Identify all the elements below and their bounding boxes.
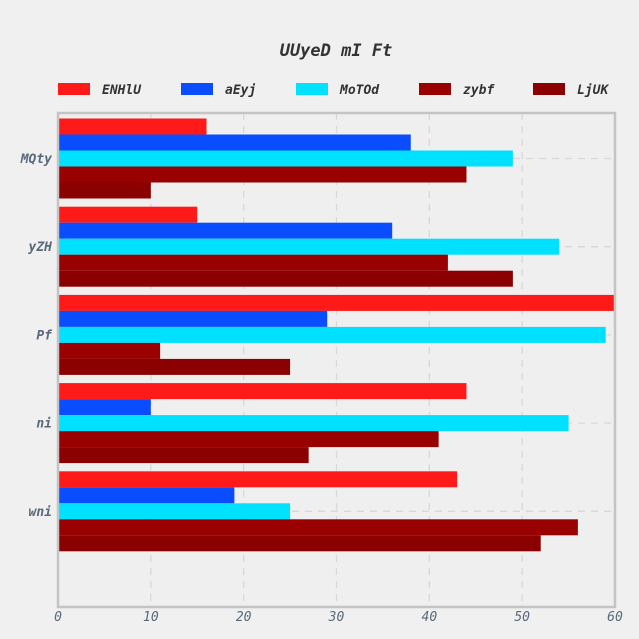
bar [58, 342, 161, 359]
y-axis-ticks: MQty yZH Pf ni wni [20, 152, 53, 520]
bar [58, 487, 235, 504]
bar [58, 358, 291, 375]
legend-label: LjUK [577, 83, 609, 98]
legend-label: ENHlU [102, 83, 142, 98]
bar [58, 254, 448, 271]
plot-frame [56, 111, 617, 609]
legend-swatch [419, 83, 451, 95]
bar [58, 206, 198, 223]
bar [58, 134, 411, 151]
legend-swatch [533, 83, 565, 95]
bar [58, 294, 615, 311]
y-tick-label: wni [29, 505, 52, 520]
bars [58, 118, 615, 552]
chart-title: UUyeD mI Ft [280, 41, 393, 61]
legend-label: MoTOd [339, 83, 380, 98]
bar [58, 383, 467, 400]
x-tick-label: 0 [54, 610, 62, 625]
y-tick-label: yZH [28, 240, 53, 255]
bar [58, 310, 328, 327]
bar [58, 118, 207, 135]
bar [58, 238, 560, 255]
legend-label: aEyj [225, 83, 256, 98]
legend: ENHlU aEyj MoTOd zybf LjUK [58, 83, 609, 98]
bar [58, 270, 513, 287]
x-tick-label: 30 [328, 610, 345, 625]
x-tick-label: 40 [422, 610, 438, 625]
y-tick-label: MQty [20, 152, 52, 167]
bar [58, 166, 467, 183]
bar [58, 399, 151, 416]
y-tick-label: ni [36, 417, 52, 432]
bar [58, 471, 458, 488]
x-tick-label: 10 [143, 610, 159, 625]
bar [58, 222, 393, 239]
bar [58, 150, 513, 167]
legend-swatch [181, 83, 213, 95]
legend-label: zybf [463, 83, 495, 98]
bar [58, 447, 309, 464]
bar [58, 326, 606, 343]
bar [58, 535, 541, 552]
x-tick-label: 50 [514, 610, 530, 625]
legend-swatch [296, 83, 328, 95]
bar [58, 182, 151, 199]
bar [58, 431, 439, 448]
x-axis-ticks: 0 10 20 30 40 50 60 [54, 610, 623, 625]
legend-swatch [58, 83, 90, 95]
y-tick-label: Pf [36, 328, 53, 343]
bar [58, 415, 569, 432]
x-tick-label: 60 [607, 610, 623, 625]
bar [58, 519, 578, 536]
x-tick-label: 20 [236, 610, 252, 625]
bar [58, 503, 291, 520]
